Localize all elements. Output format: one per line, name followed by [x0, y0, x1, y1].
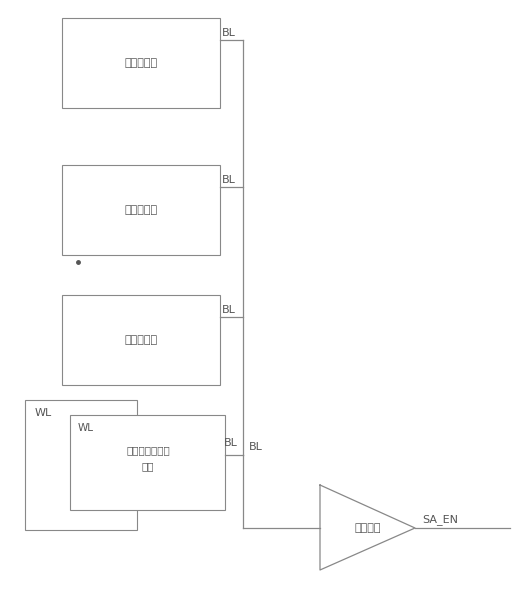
Text: 下拉位线伪存储: 下拉位线伪存储: [126, 445, 170, 455]
Text: 伪存储单元: 伪存储单元: [124, 205, 158, 215]
Bar: [62, 295, 220, 385]
Bar: [70, 415, 225, 510]
Text: WL: WL: [35, 408, 52, 418]
Text: BL: BL: [222, 175, 236, 185]
Text: SA_EN: SA_EN: [422, 514, 458, 526]
Bar: [62, 165, 220, 255]
Text: BL: BL: [224, 438, 238, 448]
Text: BL: BL: [222, 28, 236, 38]
Bar: [62, 18, 220, 108]
Text: BL: BL: [222, 305, 236, 315]
Text: 延时单元: 延时单元: [355, 523, 381, 533]
Text: 单元: 单元: [142, 461, 154, 471]
Text: 伪存储单元: 伪存储单元: [124, 335, 158, 345]
Text: 伪存储单元: 伪存储单元: [124, 58, 158, 68]
Text: BL: BL: [249, 442, 263, 452]
Text: WL: WL: [78, 423, 94, 433]
Bar: [25, 400, 137, 530]
